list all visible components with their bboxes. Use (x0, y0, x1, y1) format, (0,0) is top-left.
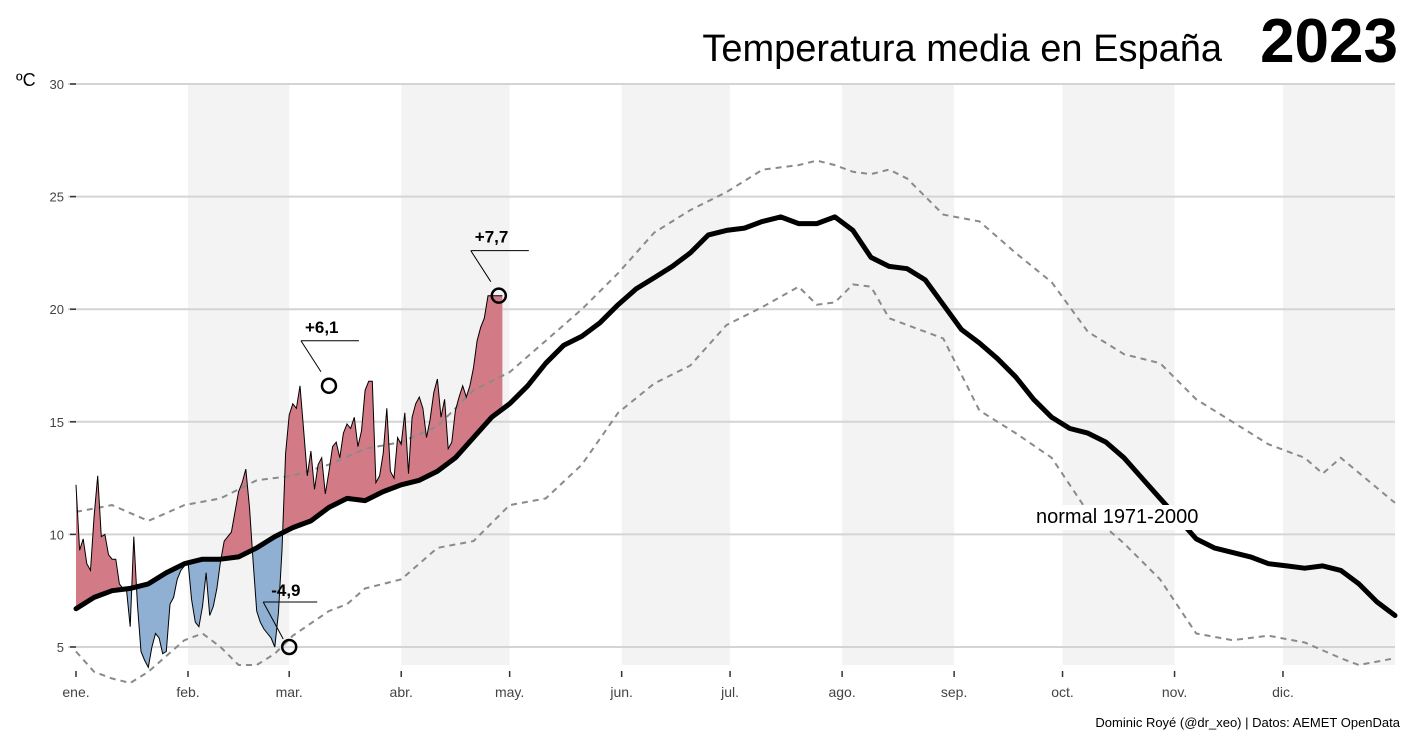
month-band (621, 84, 731, 665)
annotation-leader (300, 340, 322, 373)
month-bands (188, 84, 1395, 665)
month-band (1282, 84, 1395, 665)
annotation-marker (320, 377, 338, 395)
x-tick-label: sep. (941, 684, 967, 700)
above-normal-area (131, 536, 137, 588)
y-tick-label: 5 (57, 640, 64, 655)
annotation-label: +7,7 (475, 228, 509, 247)
y-axis-unit: ºC (16, 70, 36, 90)
x-tick-label: jun. (609, 684, 633, 700)
x-tick-label: mar. (276, 684, 303, 700)
upper-range-line (75, 159, 1396, 522)
below-normal-area (252, 532, 283, 647)
month-band (842, 84, 955, 665)
lower-range-line (75, 283, 1396, 685)
annotation-marker (490, 287, 508, 304)
y-tick-label: 15 (50, 415, 64, 430)
chart-title: Temperatura media en España (702, 28, 1222, 70)
normal-range-lines (75, 159, 1396, 685)
y-tick-label: 30 (50, 77, 64, 92)
actual-2023-line (75, 295, 503, 669)
above-normal-area (282, 295, 503, 533)
below-normal-area (136, 563, 187, 668)
annotation-label: +6,1 (305, 318, 339, 337)
x-tick-label: ago. (828, 684, 855, 700)
x-tick-label: ene. (62, 684, 89, 700)
x-tick-label: jul. (720, 684, 739, 700)
x-tick-label: may. (495, 684, 524, 700)
above-normal-area (221, 469, 253, 560)
y-tick-label: 20 (50, 302, 64, 317)
month-band (1062, 84, 1175, 665)
actual-2023-group (75, 295, 503, 669)
y-axis-ticks: 5 10 15 20 25 30 (50, 77, 76, 655)
anomaly-fills (76, 295, 503, 668)
y-tick-label: 10 (50, 527, 64, 542)
below-normal-area (124, 588, 132, 627)
x-tick-label: dic. (1272, 684, 1294, 700)
annotation-label: -4,9 (271, 581, 300, 600)
chart-caption: Dominic Royé (@dr_xeo) | Datos: AEMET Op… (1095, 715, 1400, 730)
normal-period-label: normal 1971-2000 (1034, 505, 1201, 530)
x-tick-label: abr. (390, 684, 413, 700)
chart-year: 2023 (1260, 7, 1398, 76)
annotations: +6,1 +7,7 -4,9 (262, 228, 529, 656)
x-tick-label: feb. (176, 684, 199, 700)
x-axis-ticks: ene. feb. mar. abr. may. jun. jul. ago. sep. oct.… (62, 671, 1294, 700)
above-normal-area (76, 475, 125, 609)
below-normal-area (188, 559, 221, 627)
annotation-marker (280, 638, 298, 656)
annotation-leader (470, 250, 492, 282)
y-tick-label: 25 (50, 190, 64, 205)
x-tick-label: nov. (1162, 684, 1187, 700)
annotation-leader (262, 601, 284, 640)
x-tick-label: oct. (1051, 684, 1074, 700)
